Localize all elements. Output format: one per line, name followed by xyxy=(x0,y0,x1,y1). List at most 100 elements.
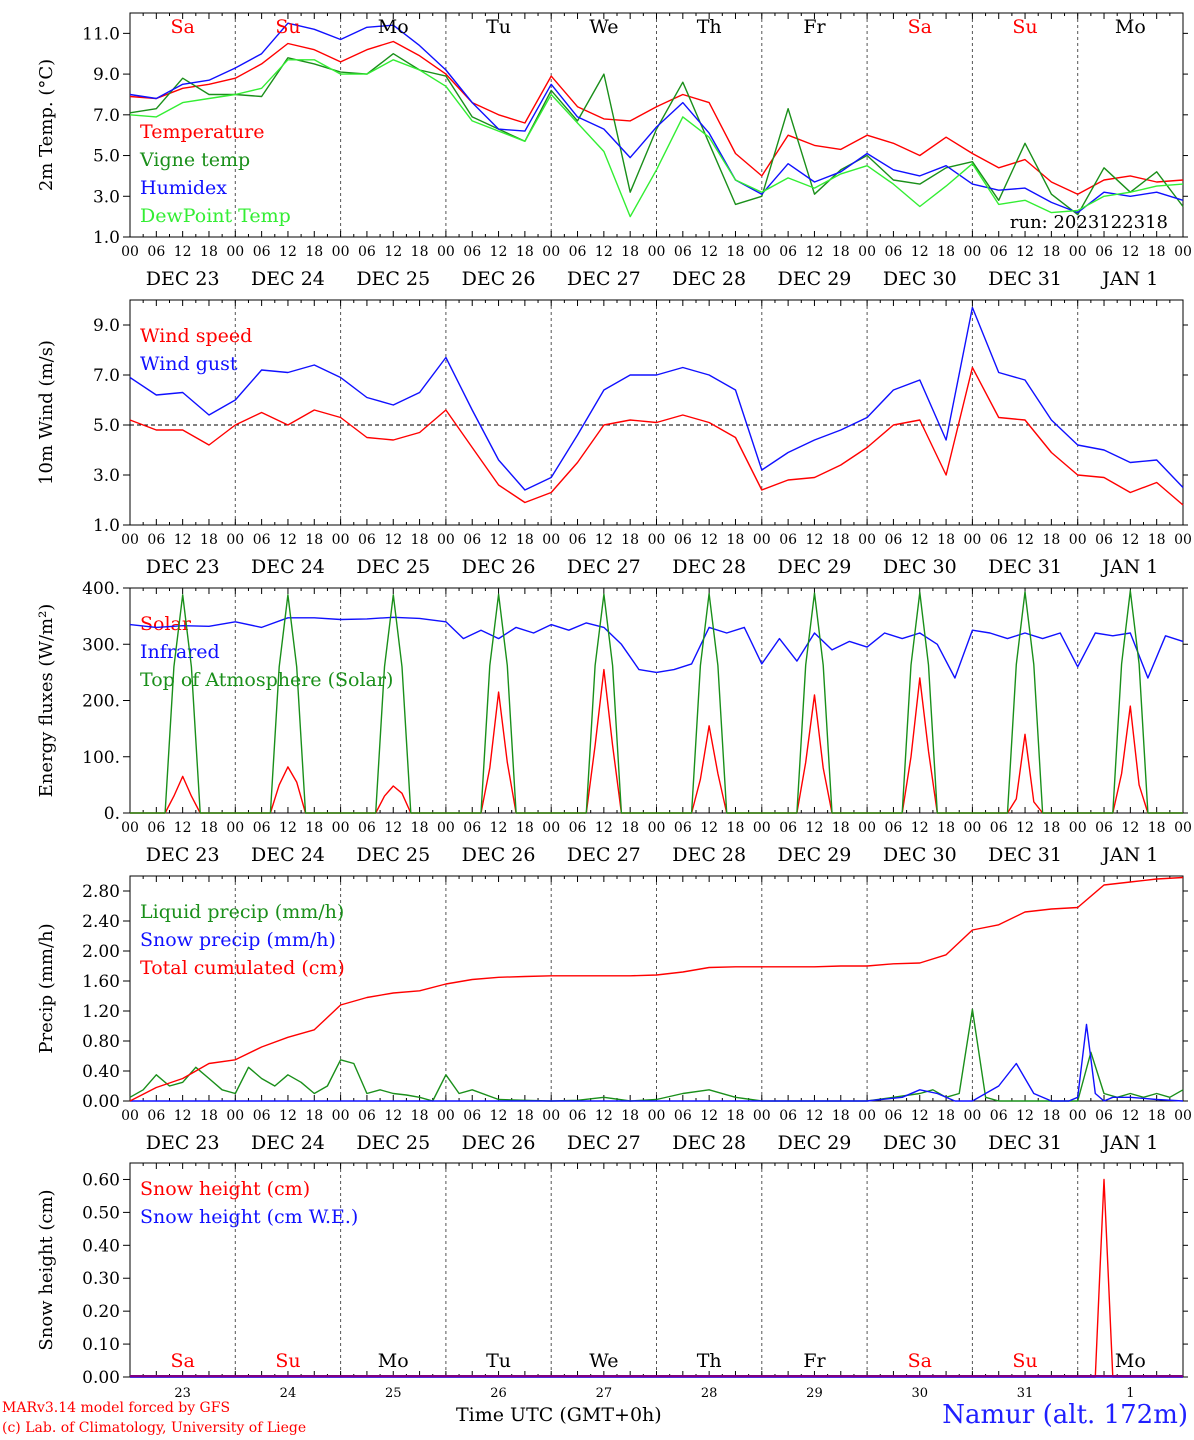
x-date-label: DEC 29 xyxy=(778,268,852,290)
x-hour-label: 06 xyxy=(779,244,797,260)
x-date-label: DEC 29 xyxy=(778,556,852,578)
x-hour-label: 12 xyxy=(806,1108,824,1124)
day-number-label: 24 xyxy=(280,1386,297,1401)
x-hour-label: 00 xyxy=(121,532,139,548)
x-date-label: DEC 31 xyxy=(988,844,1062,866)
x-hour-label: 06 xyxy=(1095,244,1113,260)
x-date-label: JAN 1 xyxy=(1100,1132,1158,1154)
y-tick-label: 0.50 xyxy=(82,1203,120,1223)
x-hour-label: 12 xyxy=(700,1108,718,1124)
x-hour-label: 06 xyxy=(885,532,903,548)
y-tick-label: 1.20 xyxy=(82,1002,120,1022)
x-hour-label: 06 xyxy=(990,820,1008,836)
x-hour-label: 12 xyxy=(384,820,402,836)
x-hour-label: 06 xyxy=(253,532,271,548)
y-tick-label: 0.40 xyxy=(82,1236,120,1256)
x-date-label: DEC 27 xyxy=(567,268,641,290)
y-tick-label: 2.40 xyxy=(82,912,120,932)
panel-3: 0. 100. 200. 300. 400. Energy fluxes (W/m²) So… xyxy=(36,579,1192,866)
legend-entry: Temperature xyxy=(140,121,264,143)
weekday-label: We xyxy=(589,1350,618,1372)
y-tick-label: 0.60 xyxy=(82,1170,120,1190)
x-hour-label: 18 xyxy=(516,244,534,260)
weekday-label: Fr xyxy=(803,16,826,38)
y-tick-label: 0.00 xyxy=(82,1092,120,1112)
weekday-label: Su xyxy=(1012,1350,1037,1372)
x-hour-label: 00 xyxy=(963,244,981,260)
x-hour-label: 06 xyxy=(253,820,271,836)
weekday-label: Mo xyxy=(1115,16,1146,38)
x-hour-label: 18 xyxy=(200,244,218,260)
x-hour-label: 06 xyxy=(358,532,376,548)
legend-entry: Solar xyxy=(140,613,192,635)
y-tick-label: 0.40 xyxy=(82,1062,120,1082)
y-axis-label: Precip (mm/h) xyxy=(36,923,57,1053)
weekday-label: Tu xyxy=(486,16,511,38)
x-hour-label: 18 xyxy=(727,244,745,260)
x-hour-label: 00 xyxy=(858,820,876,836)
x-hour-label: 06 xyxy=(253,1108,271,1124)
day-number-label: 25 xyxy=(385,1386,402,1401)
x-hour-label: 18 xyxy=(516,1108,534,1124)
x-hour-label: 00 xyxy=(332,820,350,836)
y-tick-label: 7.0 xyxy=(93,106,120,126)
x-date-label: DEC 23 xyxy=(146,268,220,290)
x-hour-label: 12 xyxy=(595,532,613,548)
legend-entry: Liquid precip (mm/h) xyxy=(140,901,344,923)
x-date-label: DEC 31 xyxy=(988,1132,1062,1154)
y-axis-label: 10m Wind (m/s) xyxy=(36,340,57,485)
x-hour-label: 06 xyxy=(569,244,587,260)
panel-frame xyxy=(129,12,1184,238)
x-hour-label: 18 xyxy=(1042,1108,1060,1124)
weekday-label: Sa xyxy=(908,1350,932,1372)
x-hour-label: 00 xyxy=(121,1108,139,1124)
x-hour-label: 18 xyxy=(200,820,218,836)
x-hour-label: 00 xyxy=(332,532,350,548)
x-hour-label: 18 xyxy=(200,532,218,548)
x-date-label: DEC 24 xyxy=(251,1132,325,1154)
x-hour-label: 06 xyxy=(674,244,692,260)
x-hour-label: 06 xyxy=(463,1108,481,1124)
x-hour-label: 06 xyxy=(779,532,797,548)
x-hour-label: 12 xyxy=(1016,244,1034,260)
series-1-1 xyxy=(129,40,1184,195)
series-2-2 xyxy=(129,306,1184,491)
legend-entry: Snow precip (mm/h) xyxy=(140,929,336,951)
x-hour-label: 06 xyxy=(674,532,692,548)
x-hour-label: 12 xyxy=(911,532,929,548)
y-tick-label: 200. xyxy=(82,692,120,712)
x-hour-label: 00 xyxy=(858,1108,876,1124)
series-1-2 xyxy=(129,53,1184,216)
weekday-label: Mo xyxy=(1115,1350,1146,1372)
x-hour-label: 18 xyxy=(621,820,639,836)
x-hour-label: 00 xyxy=(753,532,771,548)
weekday-label: Su xyxy=(1012,16,1037,38)
x-hour-label: 12 xyxy=(1121,244,1139,260)
x-hour-label: 18 xyxy=(727,532,745,548)
x-date-label: JAN 1 xyxy=(1100,268,1158,290)
x-hour-label: 18 xyxy=(727,1108,745,1124)
x-hour-label: 12 xyxy=(806,820,824,836)
x-hour-label: 00 xyxy=(648,820,666,836)
legend-entry: Infrared xyxy=(140,641,220,663)
x-hour-label: 00 xyxy=(1174,532,1192,548)
weekday-label: Th xyxy=(697,1350,722,1372)
x-hour-label: 00 xyxy=(753,1108,771,1124)
legend-entry: Snow height (cm) xyxy=(140,1178,310,1200)
legend-entry: Vigne temp xyxy=(139,149,250,171)
x-hour-label: 18 xyxy=(411,820,429,836)
x-hour-label: 00 xyxy=(121,820,139,836)
x-date-label: DEC 27 xyxy=(567,1132,641,1154)
x-date-label: DEC 31 xyxy=(988,556,1062,578)
station-name: Namur (alt. 172m) xyxy=(942,1400,1188,1430)
x-hour-label: 00 xyxy=(1069,244,1087,260)
x-date-label: DEC 30 xyxy=(883,268,957,290)
x-hour-label: 00 xyxy=(963,532,981,548)
day-number-label: 29 xyxy=(806,1386,823,1401)
series-4-2 xyxy=(130,1023,1184,1102)
x-hour-label: 12 xyxy=(490,1108,508,1124)
x-hour-label: 00 xyxy=(437,532,455,548)
x-hour-label: 00 xyxy=(1174,1108,1192,1124)
x-hour-label: 06 xyxy=(358,244,376,260)
x-hour-label: 06 xyxy=(358,820,376,836)
